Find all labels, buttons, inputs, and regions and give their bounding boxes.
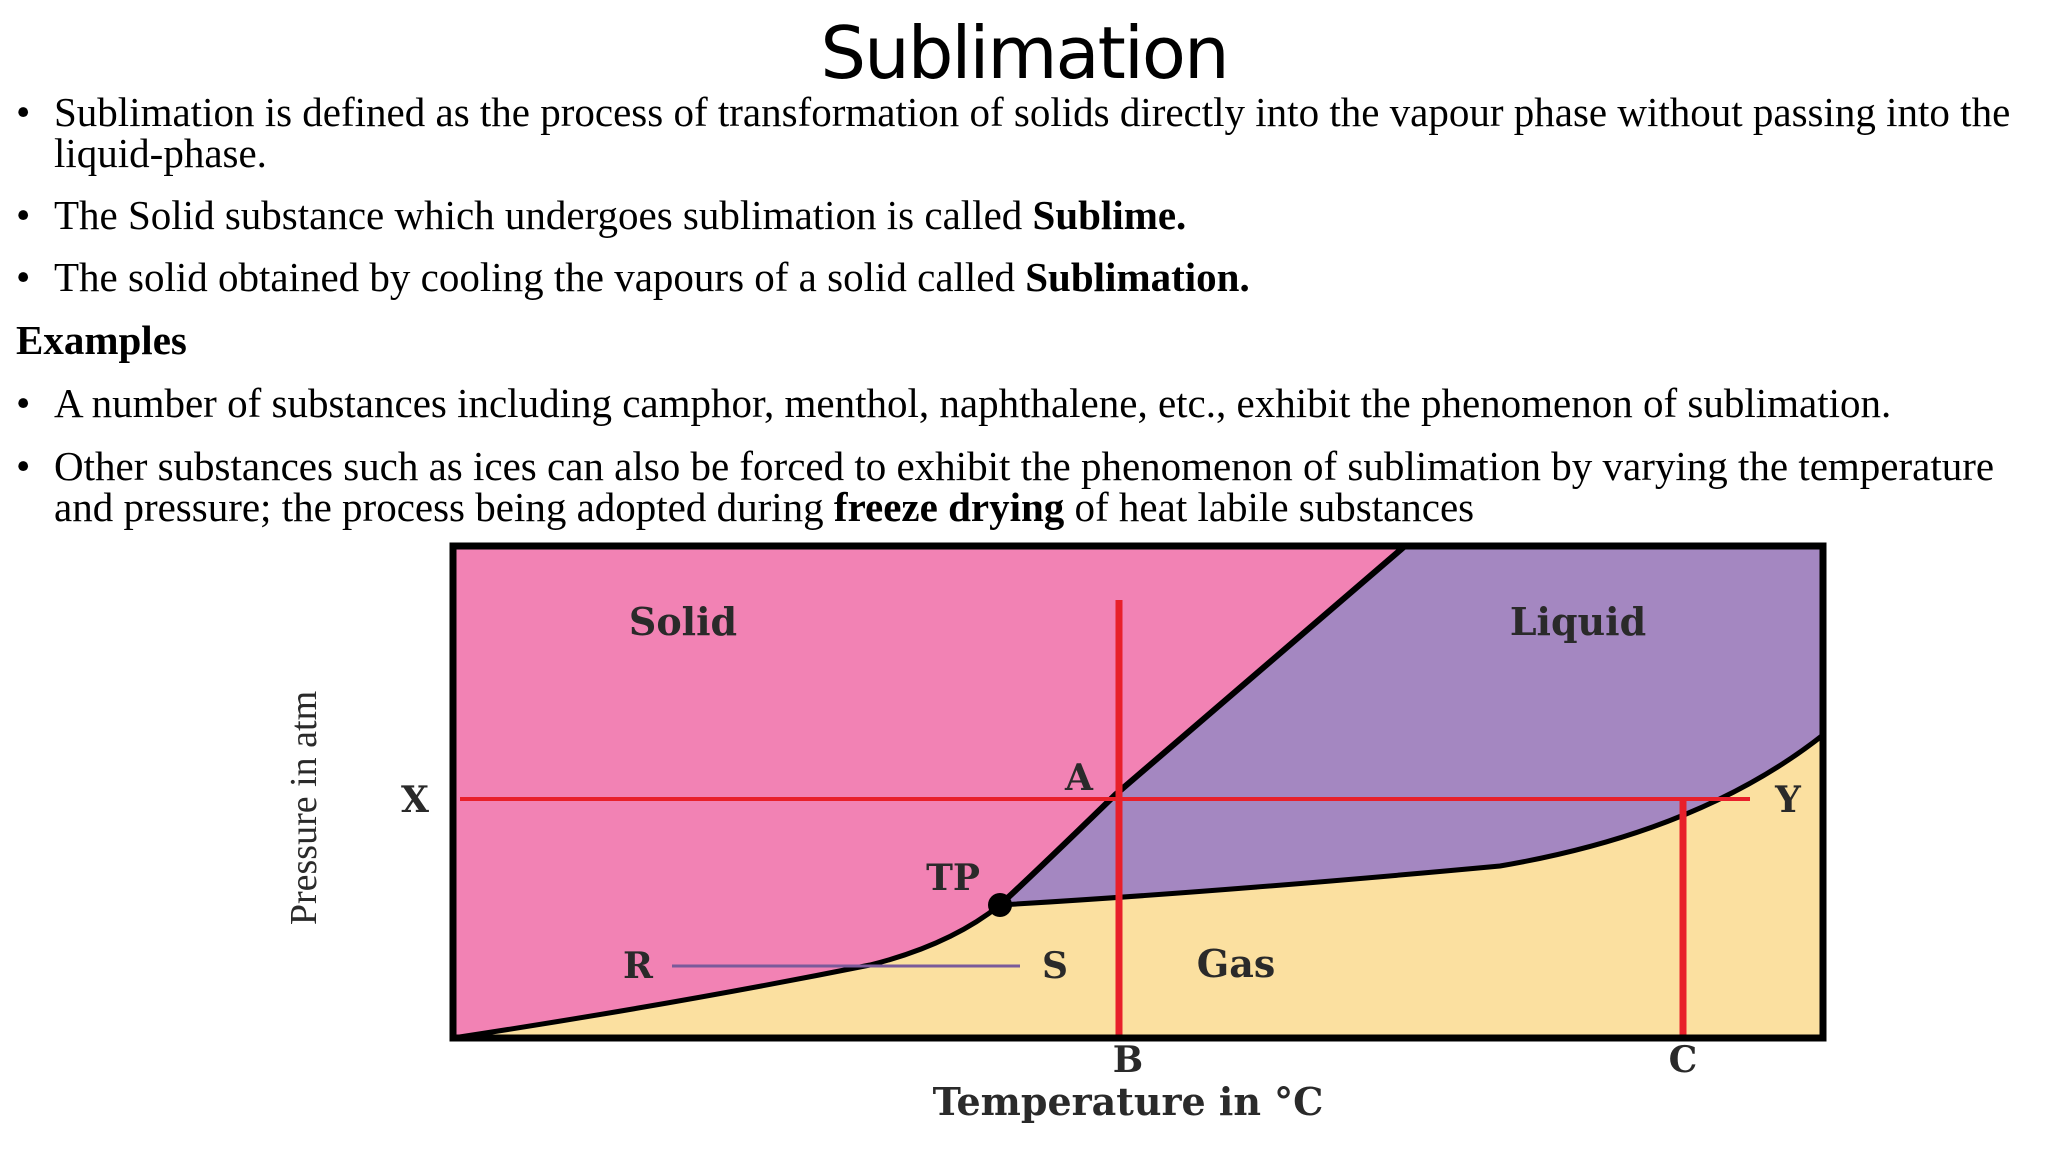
point-c-label: C	[1669, 1039, 1698, 1081]
y-axis-label: Pressure in atm	[283, 691, 325, 925]
point-b-label: B	[1113, 1039, 1143, 1081]
bullet-bold-term: Sublime.	[1032, 192, 1187, 238]
fusion-curve	[997, 543, 1407, 908]
bullet-definition: • Sublimation is defined as the process …	[16, 92, 2016, 174]
examples-heading: Examples	[16, 317, 187, 363]
bullet-text-after: of heat labile substances	[1064, 484, 1475, 530]
bullet-dot: •	[16, 254, 31, 300]
vaporization-curve	[999, 733, 1825, 908]
point-y-label: Y	[1774, 779, 1802, 821]
triple-point-marker	[988, 893, 1012, 917]
triple-point-label: TP	[926, 857, 980, 899]
liquid-label: Liquid	[1510, 599, 1646, 644]
bullet-dot: •	[16, 443, 31, 489]
liquid-region	[1000, 546, 1823, 905]
bullet-text: Sublimation is defined as the process of…	[54, 89, 2011, 176]
bullet-dot: •	[16, 89, 31, 135]
bullet-bold-term: Sublimation.	[1025, 254, 1250, 300]
point-s-label: S	[1042, 945, 1068, 987]
point-x-label: X	[401, 779, 429, 821]
bullet-text: The Solid substance which undergoes subl…	[54, 192, 1033, 238]
bullet-example-freeze-drying: • Other substances such as ices can also…	[16, 446, 2016, 528]
bullet-dot: •	[16, 380, 31, 426]
bullet-sublime: • The Solid substance which undergoes su…	[16, 195, 2016, 236]
solid-label: Solid	[629, 599, 737, 644]
point-r-label: R	[623, 945, 654, 987]
gas-label: Gas	[1197, 941, 1275, 986]
x-axis-label: Temperature in °C	[933, 1079, 1324, 1124]
bullet-text-wrap: The Solid substance which undergoes subl…	[54, 195, 2016, 236]
bullet-text-wrap: Other substances such as ices can also b…	[54, 446, 2016, 528]
slide-title: Sublimation	[820, 11, 1229, 95]
bullet-text: Other substances such as ices can also b…	[54, 443, 1995, 530]
bullet-sublimate: • The solid obtained by cooling the vapo…	[16, 257, 2016, 298]
diagram-frame	[449, 542, 1827, 1042]
bullet-text: A number of substances including camphor…	[54, 380, 1892, 426]
point-a-label: A	[1064, 757, 1094, 799]
sublimation-curve	[452, 903, 1002, 1041]
solid-region	[453, 546, 1405, 1038]
bullet-bold-term: freeze drying	[833, 484, 1065, 530]
bullet-example-substances: • A number of substances including camph…	[16, 383, 2016, 424]
bullet-dot: •	[16, 192, 31, 238]
bullet-text-wrap: The solid obtained by cooling the vapour…	[54, 257, 2016, 298]
bullet-text: The solid obtained by cooling the vapour…	[54, 254, 1026, 300]
